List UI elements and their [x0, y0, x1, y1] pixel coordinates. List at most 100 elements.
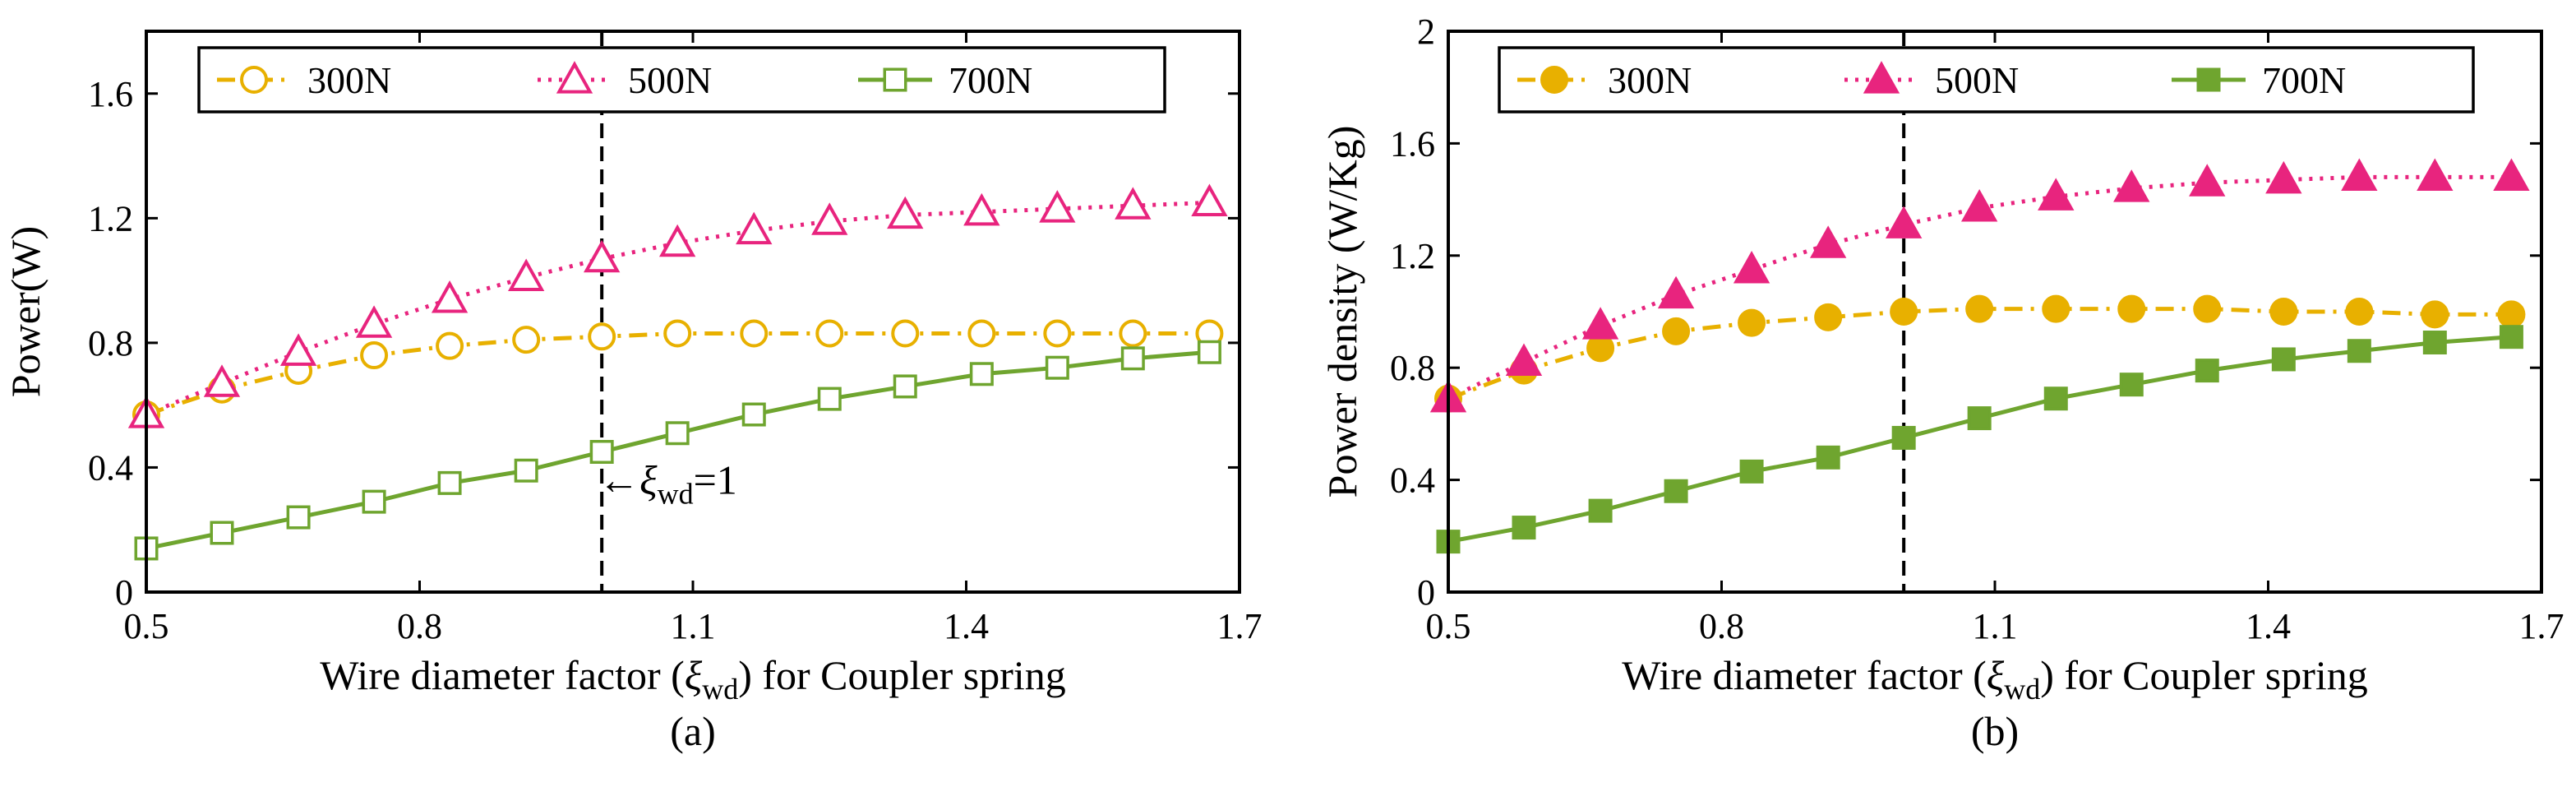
data-point-300N — [1043, 319, 1072, 348]
data-point-300N — [967, 319, 996, 348]
data-point-500N — [2113, 169, 2150, 202]
x-axis-label-suffix: ) for Coupler spring — [2040, 652, 2368, 698]
x-axis-label-symbol: ξ — [1987, 652, 2005, 698]
data-point-700N — [893, 374, 917, 399]
data-point-300N — [1662, 317, 1691, 345]
panel-caption: (b) — [1971, 708, 2019, 754]
data-point-500N — [1885, 206, 1923, 238]
data-point-700N — [1891, 425, 1916, 450]
y-tick-label: 0.4 — [1390, 461, 1435, 501]
data-point-500N — [508, 258, 545, 291]
chart-panel-a: 0.5 0.8 1.1 1.4 1.7 0 0.4 0.8 1.2 1.6 Power(W) Wire… — [2, 30, 1263, 754]
x-axis-label-subscript: wd — [702, 673, 738, 706]
data-point-500N — [583, 239, 621, 273]
data-point-300N — [1586, 334, 1615, 363]
data-point-500N — [811, 202, 848, 235]
annotation-symbol: ξ — [639, 456, 658, 502]
data-point-300N — [1814, 303, 1843, 331]
data-point-500N — [355, 305, 393, 338]
data-point-300N — [2269, 298, 2298, 326]
data-point-300N — [2345, 298, 2374, 326]
legend-box — [197, 46, 1166, 113]
data-point-300N — [512, 326, 541, 354]
x-axis-label: Wire diameter factor (ξwd) for Coupler s… — [320, 652, 1066, 706]
x-tick-label: 1.1 — [671, 606, 716, 646]
y-tick-label: 0 — [115, 572, 133, 613]
data-point-300N — [1119, 319, 1147, 348]
data-point-300N — [663, 319, 692, 348]
data-point-300N — [588, 322, 616, 351]
data-point-500N — [1657, 275, 1695, 309]
data-point-500N — [2417, 158, 2454, 191]
data-point-700N — [741, 402, 766, 427]
data-point-700N — [286, 505, 311, 530]
data-point-700N — [1664, 479, 1688, 503]
x-axis-label-subscript: wd — [2004, 673, 2040, 706]
data-point-500N — [1505, 343, 1543, 377]
legend-label-300N: 300N — [307, 59, 391, 101]
data-point-300N — [815, 319, 844, 348]
data-point-300N — [2497, 300, 2526, 329]
data-point-500N — [658, 224, 696, 257]
data-point-500N — [1581, 307, 1619, 340]
data-point-300N — [436, 331, 464, 360]
y-tick-label: 1.2 — [88, 198, 133, 238]
x-axis-label-prefix: Wire diameter factor ( — [1622, 652, 1987, 698]
legend-label-700N: 700N — [949, 59, 1032, 101]
y-axis-label: Power density (W/Kg) — [1319, 126, 1365, 498]
x-axis-label: Wire diameter factor (ξwd) for Coupler s… — [1622, 652, 2368, 706]
data-point-300N — [740, 319, 769, 348]
x-tick-label: 0.5 — [1426, 606, 1471, 646]
data-point-500N — [2265, 160, 2302, 194]
data-point-700N — [2499, 325, 2523, 349]
data-point-700N — [1967, 406, 1992, 431]
data-point-700N — [1045, 355, 1069, 380]
legend: 300N 500N 700N — [1498, 46, 2475, 113]
legend-marker-700N — [883, 67, 907, 92]
x-tick-label: 1.4 — [2246, 606, 2291, 646]
data-point-500N — [2189, 164, 2226, 197]
data-point-300N — [2042, 294, 2070, 323]
y-tick-label: 1.6 — [88, 74, 133, 114]
data-point-300N — [360, 341, 389, 370]
legend-marker-500N — [1863, 61, 1900, 94]
x-tick-label: 0.5 — [124, 606, 169, 646]
x-tick-label: 1.7 — [1217, 606, 1263, 646]
x-tick-label: 1.7 — [2519, 606, 2564, 646]
x-tick-label: 0.8 — [397, 606, 442, 646]
data-point-500N — [736, 211, 773, 245]
data-point-500N — [1115, 187, 1152, 220]
data-point-500N — [431, 280, 469, 313]
y-axis-label: Power(W) — [2, 226, 48, 397]
data-point-700N — [2195, 359, 2219, 383]
x-axis-label-symbol: ξ — [685, 652, 703, 698]
data-point-700N — [1588, 498, 1613, 523]
data-point-700N — [589, 440, 614, 464]
data-point-300N — [1738, 308, 1766, 337]
data-point-500N — [1039, 190, 1076, 223]
legend-label-700N: 700N — [2262, 59, 2346, 101]
threshold-annotation: ←ξwd=1 — [598, 456, 737, 510]
x-tick-label: 1.1 — [1973, 606, 2018, 646]
x-tick-label: 1.4 — [944, 606, 989, 646]
data-point-700N — [437, 470, 462, 495]
legend: 300N 500N 700N — [197, 46, 1166, 113]
data-point-700N — [362, 489, 386, 514]
data-point-300N — [1965, 294, 1994, 323]
data-point-700N — [1816, 445, 1840, 470]
y-tick-label: 1.6 — [1390, 123, 1435, 164]
data-point-700N — [2043, 386, 2068, 411]
data-point-700N — [1739, 459, 1764, 484]
data-point-300N — [1890, 298, 1918, 326]
data-point-700N — [817, 386, 842, 411]
panel-caption: (a) — [670, 708, 716, 754]
y-tick-label: 2 — [1417, 12, 1435, 52]
data-point-300N — [2421, 300, 2449, 329]
data-point-700N — [210, 521, 234, 545]
x-tick-label: 0.8 — [1699, 606, 1744, 646]
legend-box — [1498, 46, 2475, 113]
legend-marker-300N — [240, 66, 268, 94]
y-tick-label: 1.2 — [1390, 236, 1435, 276]
data-point-300N — [2117, 294, 2146, 323]
